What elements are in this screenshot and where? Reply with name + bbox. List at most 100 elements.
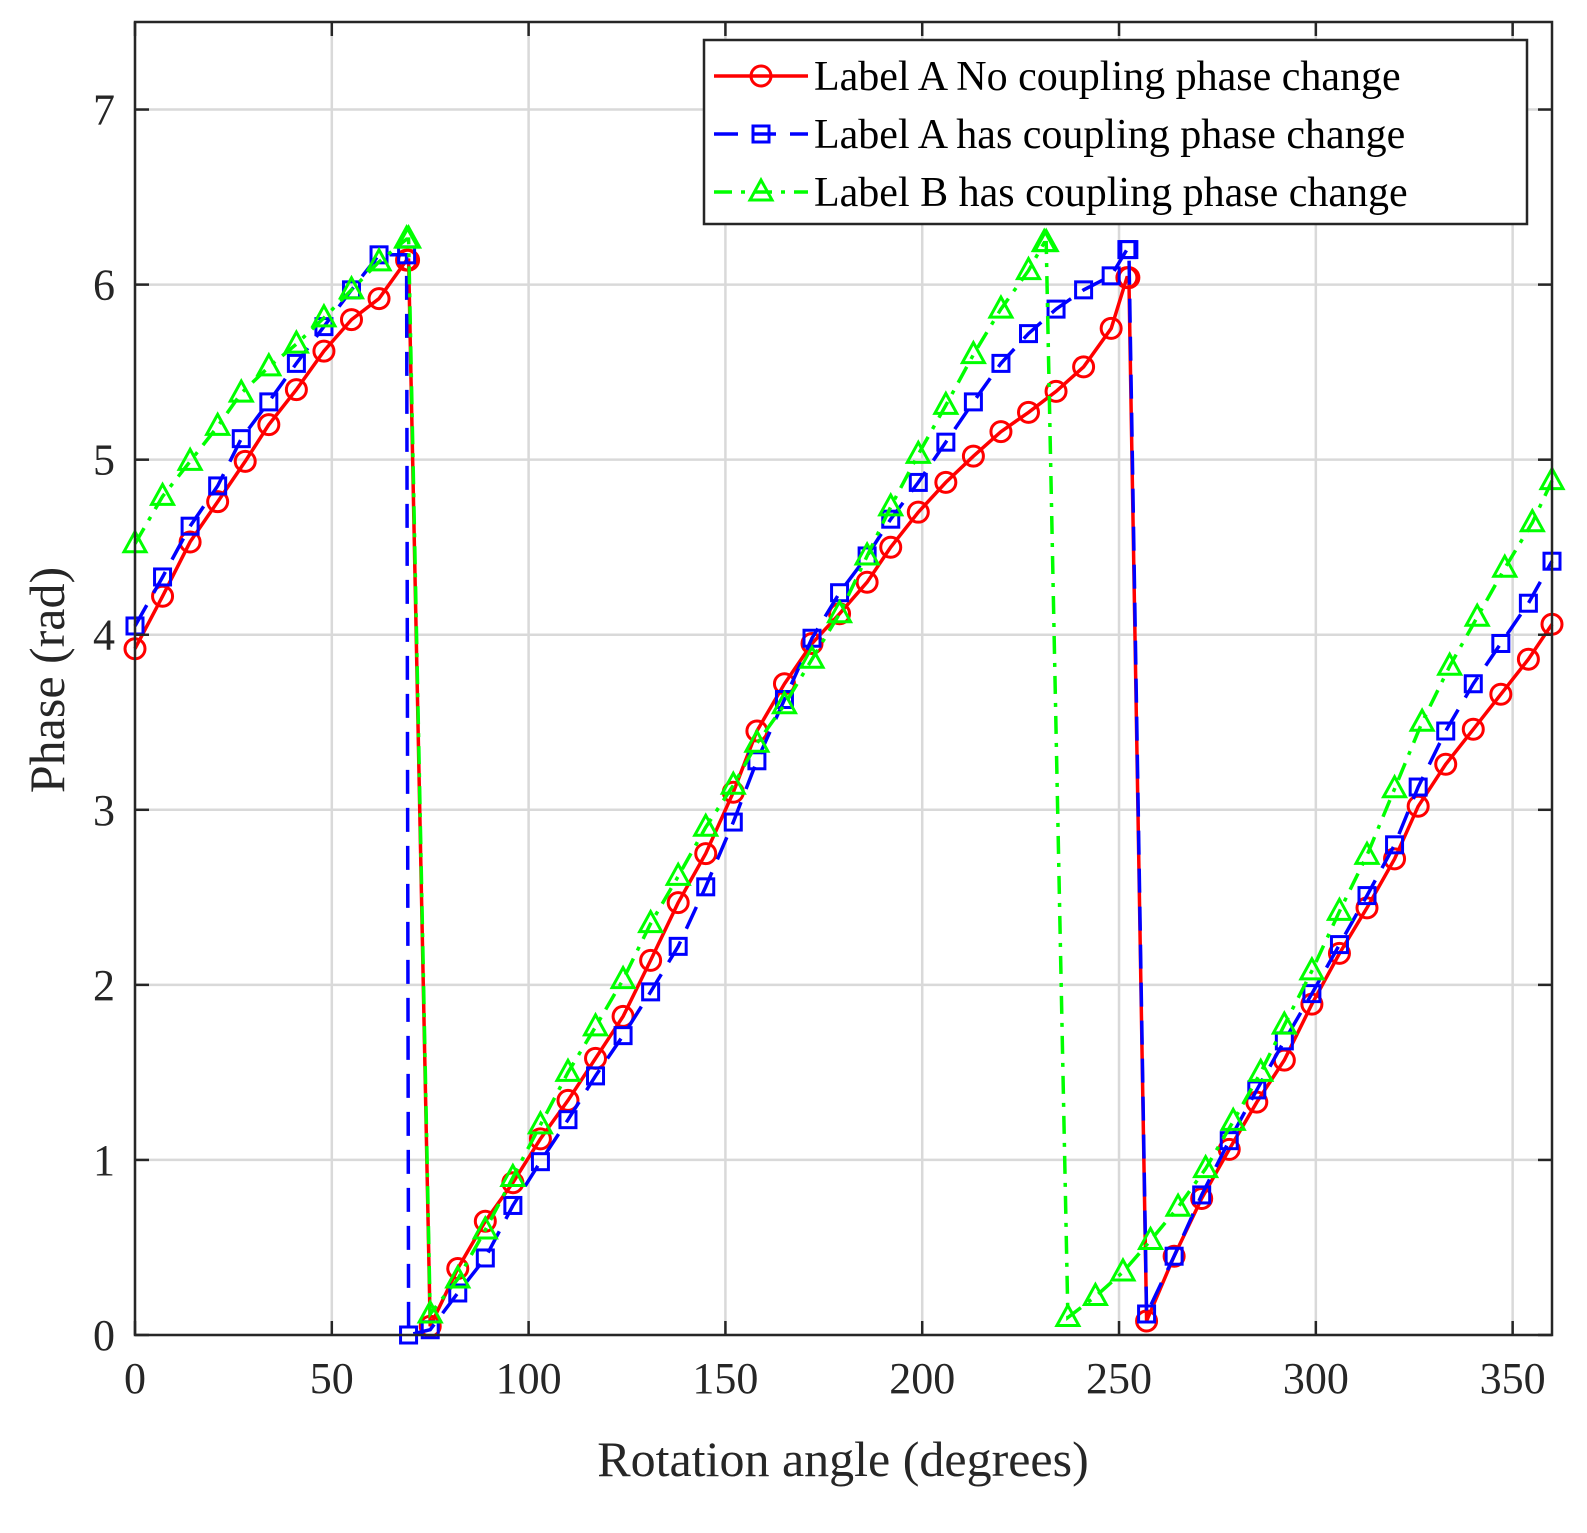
x-tick-label: 200	[889, 1354, 955, 1403]
data-point	[1383, 847, 1407, 871]
data-point	[1217, 1137, 1241, 1161]
data-point	[798, 644, 826, 669]
data-point	[1463, 602, 1491, 627]
data-point	[1247, 1057, 1275, 1082]
data-point	[1357, 886, 1377, 906]
x-tick-label: 150	[692, 1354, 758, 1403]
data-point	[1381, 773, 1409, 799]
legend-marker	[751, 124, 771, 144]
data-point	[586, 1066, 606, 1086]
data-point	[1434, 752, 1458, 776]
series-line	[133, 258, 1554, 1327]
y-tick-label: 6	[93, 261, 115, 310]
data-point	[1018, 324, 1038, 344]
data-point	[1190, 1186, 1214, 1210]
data-point	[233, 449, 257, 473]
y-tick-label: 1	[93, 1136, 115, 1185]
y-tick-label: 2	[93, 961, 115, 1010]
legend: Label A No coupling phase change Label A …	[702, 38, 1529, 226]
data-point	[554, 1057, 582, 1082]
data-point	[1164, 1246, 1184, 1266]
plot-area-frame	[133, 20, 1554, 1337]
legend-marker	[747, 176, 775, 202]
data-point	[826, 598, 854, 624]
data-point	[770, 689, 798, 715]
data-point	[1219, 1106, 1247, 1131]
y-tick-label: 3	[93, 786, 115, 835]
data-point	[908, 472, 928, 492]
x-tick-label: 100	[496, 1354, 562, 1403]
data-point	[255, 351, 283, 377]
data-point	[1164, 1192, 1192, 1217]
data-point	[530, 1152, 550, 1172]
data-point	[1137, 1304, 1157, 1324]
data-point	[1302, 984, 1322, 1004]
data-point	[696, 877, 716, 897]
data-point	[1219, 1131, 1239, 1151]
data-point	[339, 308, 363, 332]
data-point	[666, 891, 690, 915]
data-point	[664, 861, 692, 886]
y-tick-label: 4	[93, 611, 115, 660]
data-point	[149, 481, 177, 506]
series-2	[125, 240, 1562, 1345]
legend-item-2: Label A has coupling phase change	[714, 112, 1405, 158]
data-point	[286, 353, 306, 373]
y-tick-label: 7	[93, 86, 115, 135]
data-point	[1491, 553, 1519, 578]
legend-box	[702, 38, 1529, 226]
x-tick-label: 50	[310, 1354, 354, 1403]
data-point	[906, 500, 930, 524]
x-tick-label: 250	[1086, 1354, 1152, 1403]
x-tick-label: 300	[1283, 1354, 1349, 1403]
data-point	[1247, 1080, 1267, 1100]
data-point	[639, 948, 663, 972]
data-point	[282, 329, 310, 354]
data-point	[471, 1214, 499, 1240]
data-point	[1192, 1185, 1212, 1205]
data-point	[692, 812, 720, 837]
ticks: 0 50 100 150 200 250 300 350 0 1 2 3 4 5 6 7	[93, 22, 1552, 1403]
data-point	[1072, 355, 1096, 379]
data-point	[337, 274, 366, 300]
data-point	[1081, 1281, 1109, 1306]
data-point	[613, 1026, 633, 1046]
data-point	[1327, 941, 1351, 965]
data-point	[904, 439, 932, 464]
data-point	[932, 390, 960, 415]
data-point	[991, 353, 1011, 373]
legend-label: Label A has coupling phase change	[814, 112, 1405, 158]
y-tick-label: 0	[93, 1311, 115, 1360]
data-point	[1099, 316, 1123, 340]
data-point	[934, 470, 958, 494]
data-point	[558, 1110, 578, 1130]
data-point	[959, 339, 987, 365]
data-point	[312, 339, 336, 363]
data-point	[1054, 1302, 1082, 1327]
data-point	[581, 1011, 610, 1037]
data-point	[1491, 633, 1511, 653]
data-point	[365, 246, 393, 272]
data-point	[1408, 777, 1428, 797]
x-tick-label: 350	[1480, 1354, 1546, 1403]
data-point	[206, 490, 230, 514]
data-point	[1436, 721, 1456, 741]
data-point	[1074, 280, 1094, 300]
data-point	[284, 378, 308, 402]
data-point	[1119, 240, 1139, 260]
data-point	[1014, 255, 1043, 281]
data-point	[609, 964, 637, 990]
y-tick-label: 5	[93, 436, 115, 485]
data-point	[987, 293, 1015, 319]
series-layer	[121, 223, 1566, 1345]
legend-label: Label A No coupling phase change	[814, 54, 1401, 100]
data-point	[1329, 935, 1349, 955]
data-point	[227, 378, 255, 403]
legend-marker	[749, 64, 773, 88]
data-point	[1518, 593, 1538, 613]
data-point	[499, 1162, 527, 1187]
data-point	[503, 1195, 523, 1215]
data-point	[1044, 379, 1068, 403]
data-point	[1298, 955, 1326, 981]
series-1	[123, 248, 1564, 1338]
